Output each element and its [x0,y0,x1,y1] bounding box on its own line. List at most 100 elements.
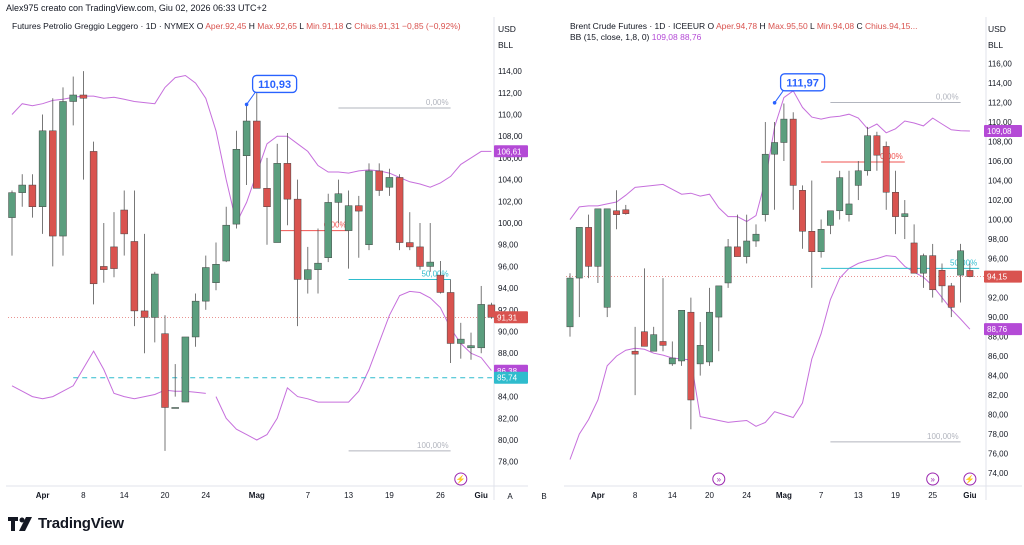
y-tick-label: 110,00 [498,111,522,120]
earnings-event-icon [926,472,940,486]
candle-body [640,331,648,347]
x-tick-label: 19 [385,491,394,500]
axis-button[interactable]: A [507,492,513,501]
y-tick-label: 114,00 [498,67,522,76]
price-label-text: 91,31 [497,313,518,322]
brand-name: TradingView [38,515,124,532]
legend-part: Brent Crude Futures · 1D · ICEEUR [570,21,705,31]
y-tick-label: 100,00 [988,216,1013,225]
x-tick-label: Giu [963,491,976,500]
event-icon-glyph: » [930,475,935,484]
x-tick-label: 8 [633,491,638,500]
candle-body [202,267,210,302]
candle-body [69,94,77,102]
chart-title: Brent Crude Futures · 1D · ICEEUR O Aper… [570,21,918,31]
unit-label: BLL [988,40,1003,50]
price-label-badge [494,371,528,384]
price-label-text: 86,38 [497,367,518,376]
currency-label: USD [498,24,516,34]
candle-body [28,184,37,208]
y-tick-label: 98,00 [498,241,519,250]
legend-part: Aper.92,45 [205,21,246,31]
fib-level-label: 100,00% [927,432,959,441]
candle-body [919,255,927,274]
candle-body [120,209,128,235]
tradingview-logo: TradingView [8,515,124,532]
y-tick-label: 82,00 [988,391,1009,400]
y-tick-label: 78,00 [498,458,519,467]
price-label-text: 106,61 [497,147,522,156]
candle-body [696,345,704,365]
candle-body [864,135,872,172]
candle-body [191,300,200,338]
candle-body [334,193,343,203]
legend-part: L [808,21,817,31]
indicator-legend-part: BB (15, close, 1,8, 0) [570,32,652,42]
y-tick-label: 80,00 [498,436,519,445]
x-tick-label: 20 [705,491,714,500]
x-tick-label: 26 [436,491,445,500]
y-tick-label: 88,00 [498,349,519,358]
candle-body [650,334,658,352]
candle-body [304,269,312,280]
candle-body [171,407,179,409]
candle-body [110,246,118,269]
candle-body [752,233,760,242]
event-icon-glyph: » [717,475,722,484]
unit-label: BLL [498,40,513,50]
y-tick-label: 102,00 [498,197,523,206]
candle-body [253,120,261,189]
indicator-legend-part: 109,08 [652,32,678,42]
candle-body [273,163,281,243]
candle-body [724,246,732,284]
fib-level-label: 0,00% [936,93,959,102]
candle-body [355,205,363,212]
candle-body [603,208,611,308]
y-tick-label: 112,00 [498,89,522,98]
candle-body [789,118,797,186]
candle-body [706,311,713,363]
tradingview-icon [8,516,32,531]
candle-body [222,224,230,262]
legend-part: H [757,21,768,31]
candle-body [395,177,404,243]
candle-body [8,192,16,218]
chart-title: Futures Petrolio Greggio Leggero · 1D · … [12,21,461,31]
price-label-text: 109,08 [987,127,1012,136]
candle-body [130,241,139,312]
candle-body [780,118,788,143]
y-tick-label: 108,00 [498,132,523,141]
candle-body [212,264,220,283]
candle-body [873,135,881,156]
legend-part: C [854,21,865,31]
annotation-box [251,74,298,94]
legend-part: Chius.91,31 [354,21,400,31]
bb-lower-band [569,255,971,460]
y-tick-label: 114,00 [988,79,1012,88]
y-tick-label: 116,00 [988,60,1012,69]
price-label-badge [494,145,528,158]
x-tick-label: 19 [891,491,900,500]
candle-body [38,130,47,207]
annotation-box [779,73,826,92]
y-tick-label: 112,00 [988,99,1012,108]
candle-body [314,262,322,270]
candle-body [743,240,751,257]
bb-lower-band-recent [215,290,492,441]
candle-body [375,170,383,191]
y-tick-label: 78,00 [988,430,1009,439]
candle-body [622,209,630,214]
fib-level-label: 50,00% [421,269,448,278]
candle-body [477,304,485,349]
y-tick-label: 76,00 [988,450,1009,459]
candle-body [882,146,890,193]
axis-button[interactable]: B [541,492,546,501]
candle-body [938,270,946,287]
candle-body [446,292,455,344]
chart-brent[interactable]: 74,00 76,00 78,00 80,00 82,00 84,00 86,00 88,00… [564,17,1022,500]
legend-part: C [343,21,354,31]
x-tick-label: 14 [120,491,129,500]
dividend-event-icon [454,472,468,486]
y-tick-label: 96,00 [988,255,1009,264]
chart-wti[interactable]: 78,0080,0082,0084,0086,0088,0090,0092,00… [6,17,547,501]
